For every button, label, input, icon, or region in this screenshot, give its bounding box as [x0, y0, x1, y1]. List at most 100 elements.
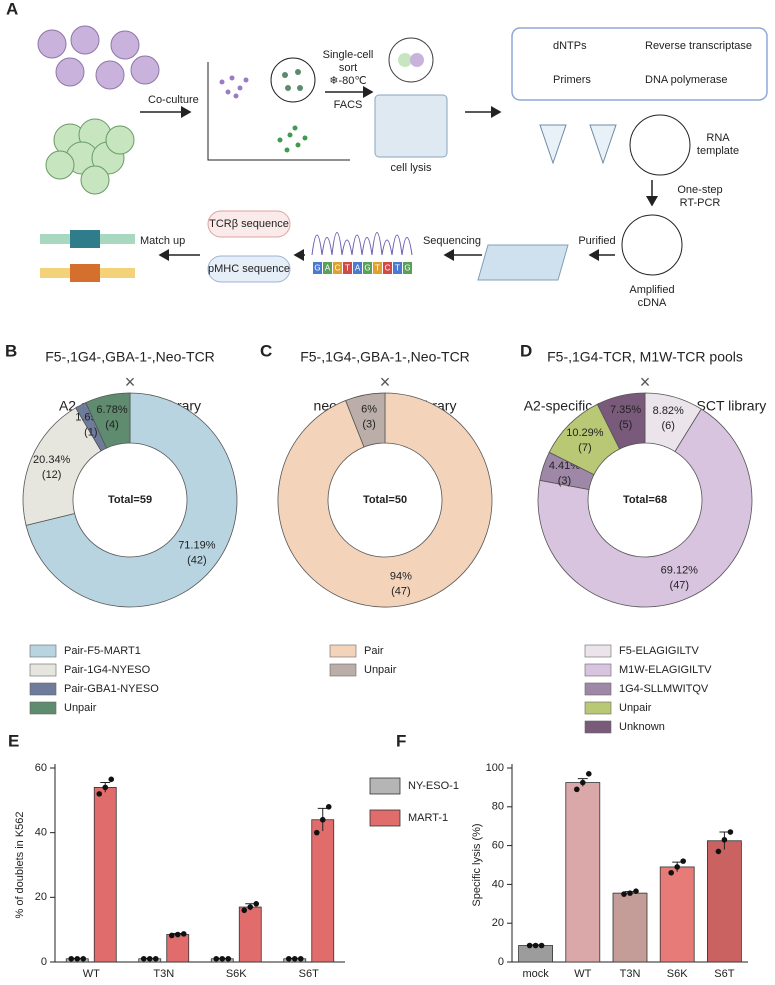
legend-label: Pair-GBA1-NYESO	[64, 683, 159, 695]
seq-letter: C	[385, 264, 391, 273]
y-tick-label: 100	[486, 762, 504, 774]
bar	[659, 866, 695, 963]
seq-letter: T	[395, 264, 400, 273]
panel-label: D	[520, 341, 532, 360]
step-label: cDNA	[638, 297, 667, 309]
legend-label: F5-ELAGIGILTV	[619, 645, 700, 657]
legend-swatch	[369, 777, 401, 795]
legend-label: Unknown	[619, 721, 665, 733]
legend-swatch	[584, 720, 612, 734]
data-point	[621, 891, 627, 897]
data-point	[580, 779, 586, 786]
count-label: (1)	[84, 426, 97, 438]
data-point	[253, 901, 260, 907]
y-tick-label: 40	[35, 827, 47, 839]
legend-swatch	[584, 644, 612, 658]
legend-label: MART-1	[408, 812, 448, 824]
donut-slice	[85, 392, 131, 449]
letter-box	[333, 262, 342, 274]
reagent-label: Primers	[553, 74, 591, 86]
donut-slice	[25, 392, 238, 608]
panel-label: C	[260, 341, 272, 360]
step-label: Single-cell	[323, 49, 374, 61]
data-point	[96, 791, 103, 797]
panel-label: F	[396, 731, 406, 750]
seq-letter: A	[355, 264, 361, 273]
step-label: One-step	[677, 184, 722, 196]
seq-letter: G	[404, 264, 410, 273]
data-point	[727, 829, 734, 835]
data-point	[247, 904, 254, 910]
y-axis-label: Specific lysis (%)	[471, 823, 483, 906]
bar	[612, 892, 648, 963]
x-tick-label: WT	[574, 968, 591, 980]
center-total: Total=50	[363, 494, 407, 506]
letter-box	[373, 262, 382, 274]
legend-label: NY-ESO-1	[408, 780, 459, 792]
data-point	[241, 907, 248, 914]
seq-letter: G	[364, 264, 370, 273]
step-label: Amplified	[629, 284, 674, 296]
donut-slice	[345, 392, 386, 448]
data-point	[152, 955, 159, 962]
legend-label: Pair-F5-MART1	[64, 645, 141, 657]
count-label: (42)	[187, 554, 207, 566]
data-point	[285, 955, 292, 962]
step-label: template	[697, 145, 739, 157]
count-label: (6)	[662, 420, 675, 432]
data-point	[313, 829, 320, 836]
donut-slice	[596, 392, 646, 450]
chart-title: F5-,1G4-,GBA-1-,Neo-TCR	[45, 349, 215, 365]
step-label: Purified	[578, 235, 615, 247]
step-label: ❄-80℃	[329, 75, 366, 87]
data-point	[721, 836, 728, 843]
y-tick-label: 80	[492, 801, 504, 813]
value-label: 71.19%	[178, 539, 216, 551]
step-label: Sequencing	[423, 235, 481, 247]
legend-swatch	[29, 644, 57, 658]
value-label: 7.35%	[610, 404, 641, 416]
panel-label: A	[6, 0, 18, 18]
legend-swatch	[29, 663, 57, 677]
data-point	[68, 955, 75, 962]
count-label: (5)	[619, 419, 632, 431]
data-point	[325, 804, 332, 810]
reagent-label: DNA polymerase	[645, 74, 728, 86]
value-label: 6%	[361, 403, 377, 415]
legend-swatch	[369, 809, 401, 827]
seq-letter: A	[325, 264, 331, 273]
legend-label: M1W-ELAGIGILTV	[619, 664, 712, 676]
panel-label: B	[5, 341, 17, 360]
data-point	[108, 776, 115, 783]
bar	[93, 787, 117, 963]
legend-swatch	[29, 682, 57, 696]
data-point	[538, 942, 545, 949]
donut-slice	[537, 408, 753, 608]
chart-title: ×	[640, 372, 651, 392]
y-tick-label: 60	[492, 840, 504, 852]
chart-title: F5-,1G4-TCR, M1W-TCR pools	[547, 349, 743, 365]
data-point	[219, 955, 226, 962]
legend-swatch	[584, 701, 612, 715]
letter-box	[313, 262, 322, 274]
data-point	[715, 848, 722, 855]
seq-letter: G	[314, 264, 320, 273]
bar	[707, 840, 742, 963]
bar	[166, 934, 190, 963]
data-point	[574, 786, 580, 793]
chart-title: F5-,1G4-,GBA-1-,Neo-TCR	[300, 349, 470, 365]
legend-swatch	[584, 682, 612, 696]
bar	[238, 906, 262, 963]
data-point	[526, 942, 533, 949]
box-label: TCRβ sequence	[209, 218, 289, 230]
x-tick-label: S6K	[226, 968, 247, 980]
y-tick-label: 60	[35, 762, 47, 774]
data-point	[586, 771, 592, 777]
step-label: RT-PCR	[680, 197, 721, 209]
legend-swatch	[329, 644, 357, 658]
center-total: Total=59	[108, 494, 152, 506]
count-label: (3)	[558, 475, 571, 487]
reagent-label: Reverse transcriptase	[645, 40, 752, 52]
data-point	[627, 890, 633, 896]
